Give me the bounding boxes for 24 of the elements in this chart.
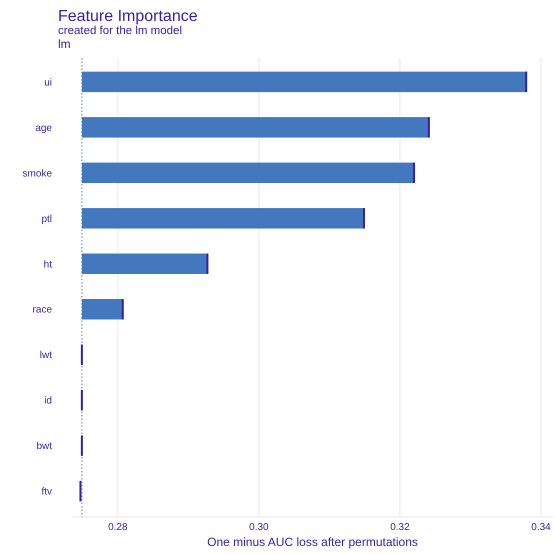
y-tick-label: ptl <box>41 214 52 225</box>
chart-title: Feature Importance <box>58 8 198 25</box>
y-tick-label: age <box>35 122 52 134</box>
bar <box>82 208 364 229</box>
y-tick-label: id <box>44 396 52 407</box>
y-tick-label: ui <box>44 77 52 88</box>
y-tick-label: smoke <box>22 168 52 180</box>
chart-subtitle: created for the lm model <box>58 25 182 37</box>
y-tick-label: lwt <box>40 350 52 362</box>
y-tick-label: bwt <box>36 441 52 452</box>
y-tick-label: race <box>32 304 52 316</box>
x-tick-label: 0.32 <box>390 522 410 533</box>
x-tick-label: 0.30 <box>249 522 270 533</box>
bar <box>82 117 429 138</box>
text: lm <box>58 37 71 51</box>
bar <box>82 254 208 274</box>
x-tick-label: 0.28 <box>108 522 128 533</box>
x-tick-label: 0.34 <box>531 522 552 533</box>
y-tick-label: ftv <box>41 486 52 498</box>
y-tick-label: ht <box>44 259 52 270</box>
bar <box>82 162 414 184</box>
bar <box>82 299 123 320</box>
bar <box>82 72 526 92</box>
x-axis-title: One minus AUC loss after permutations <box>207 535 418 549</box>
